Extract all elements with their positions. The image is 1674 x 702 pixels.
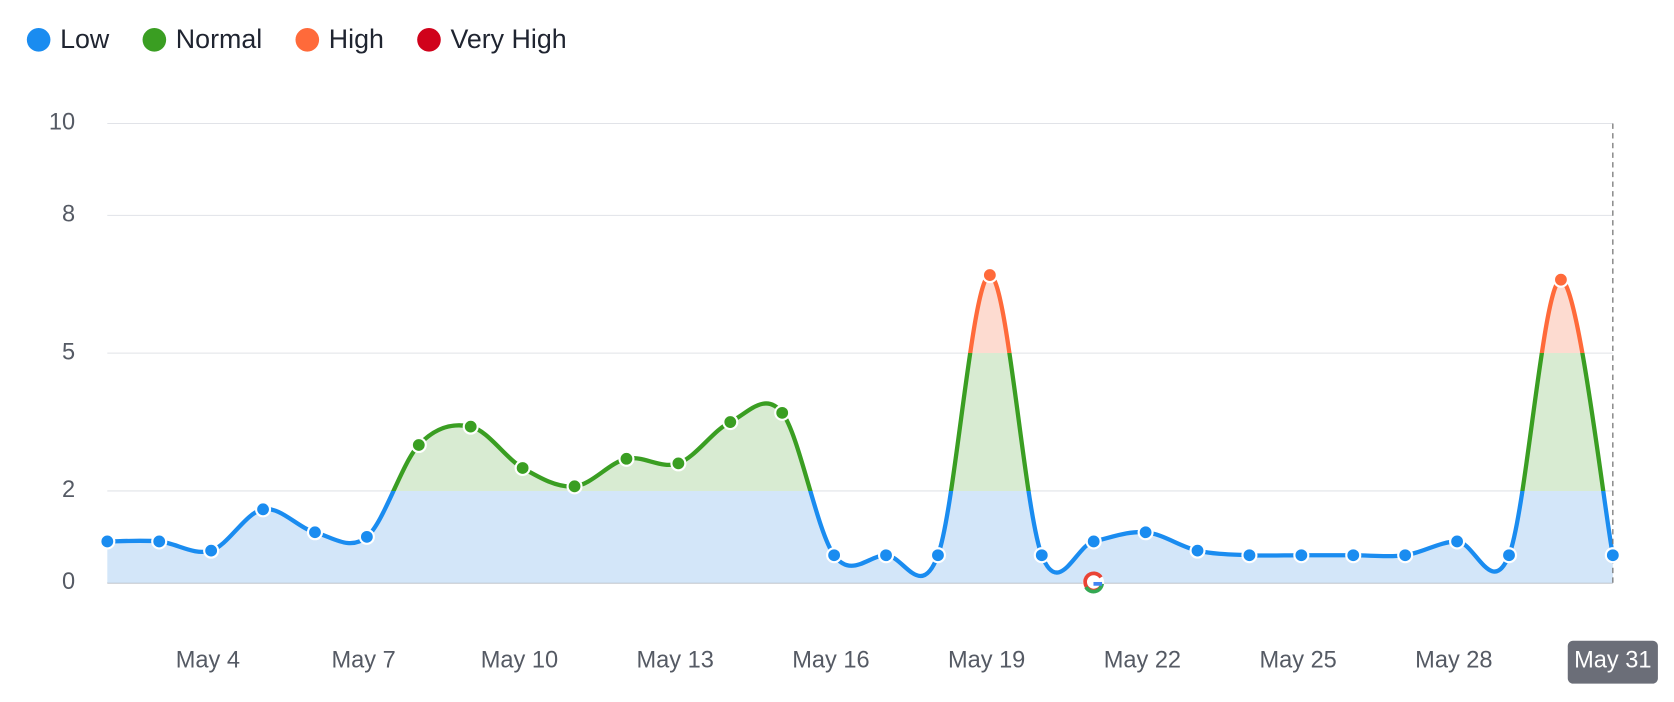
point <box>670 455 687 472</box>
x-tick-label: May 25 <box>1259 647 1336 673</box>
y-tick-label: 2 <box>62 477 75 503</box>
point <box>462 418 479 435</box>
x-tick-label: May 28 <box>1415 647 1492 673</box>
point <box>1033 547 1050 564</box>
point <box>1085 533 1102 550</box>
point <box>877 547 895 564</box>
point <box>981 267 998 284</box>
point <box>1189 542 1206 559</box>
point <box>306 524 324 541</box>
point <box>1500 547 1518 564</box>
line <box>107 272 1615 578</box>
point <box>1241 547 1258 564</box>
y-tick-label: 10 <box>49 110 75 136</box>
legend-marker <box>295 28 320 52</box>
point <box>1397 547 1414 564</box>
point <box>255 501 272 518</box>
legend-label: High <box>329 24 384 54</box>
google-icon-part <box>1084 583 1104 594</box>
point <box>566 478 583 495</box>
y-tick-label: 0 <box>62 569 75 595</box>
point <box>1137 524 1154 541</box>
legend-marker <box>142 28 167 52</box>
point <box>1449 533 1466 550</box>
x-label-highlight <box>1567 640 1658 684</box>
point <box>99 533 116 550</box>
point <box>618 450 635 467</box>
point <box>826 547 843 564</box>
legend-marker <box>417 28 441 52</box>
legend-label: Very High <box>450 24 566 54</box>
x-tick-label: May 13 <box>636 647 713 673</box>
legend-label: Low <box>60 24 110 54</box>
x-tick-label: May 7 <box>332 647 396 673</box>
legend-marker <box>26 28 51 52</box>
point <box>1552 271 1569 288</box>
area <box>107 275 1613 583</box>
point <box>514 459 531 477</box>
point <box>774 404 791 421</box>
point <box>722 413 739 431</box>
y-tick-label: 5 <box>62 339 75 365</box>
point <box>203 542 220 559</box>
point <box>1604 547 1621 564</box>
point <box>1293 547 1310 564</box>
x-tick-label: May 16 <box>792 647 869 673</box>
point <box>410 436 427 454</box>
x-tick-label: May 31 <box>1574 647 1651 673</box>
y-tick-label: 8 <box>62 202 75 228</box>
x-tick-label: May 4 <box>176 647 240 673</box>
point <box>358 528 375 545</box>
x-tick-label: May 22 <box>1104 647 1181 673</box>
x-tick-label: May 19 <box>948 647 1025 673</box>
point <box>151 533 168 550</box>
point <box>1345 547 1362 564</box>
legend-label: Normal <box>176 24 262 54</box>
point <box>929 547 946 564</box>
x-tick-label: May 10 <box>481 647 558 673</box>
